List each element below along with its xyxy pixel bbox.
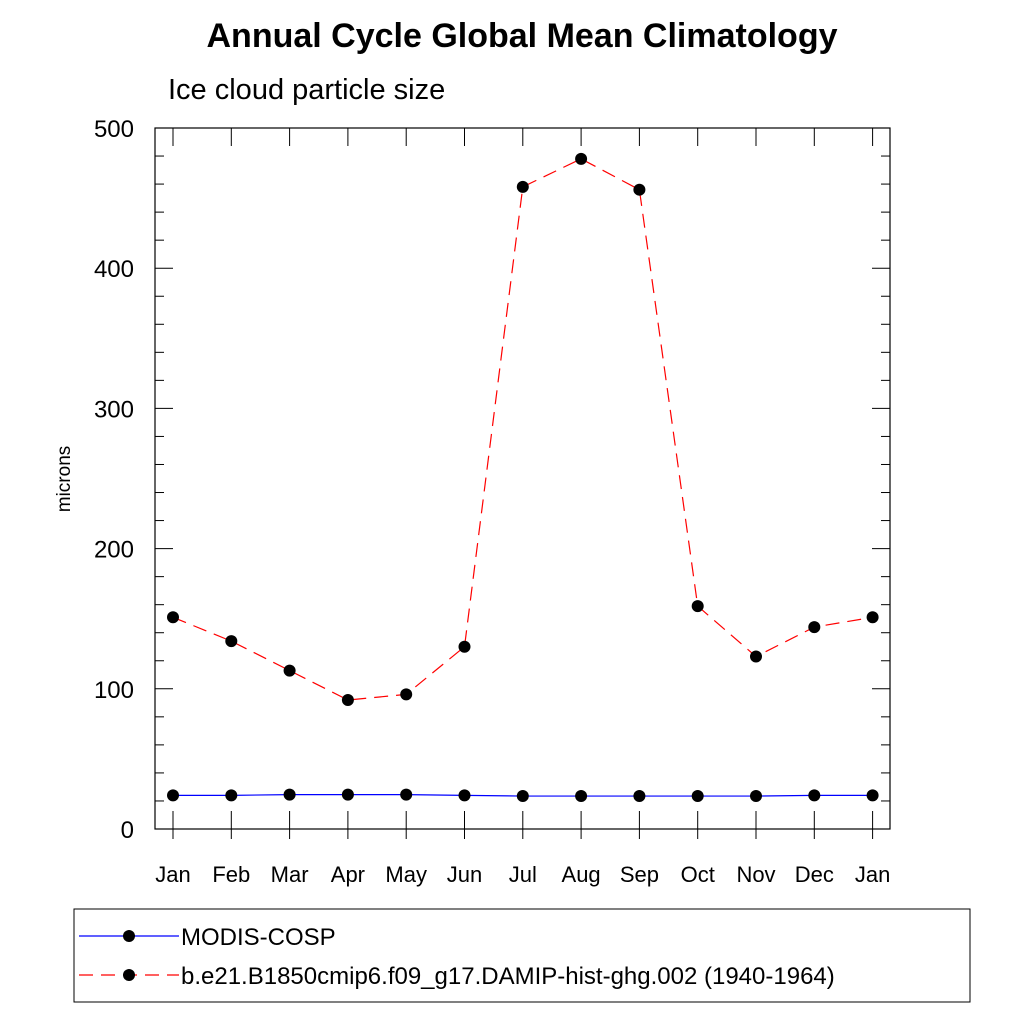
y-tick-label: 100 — [94, 677, 134, 704]
y-axis-ticks: 0 100 200 300 400 500 — [94, 116, 890, 844]
chart-subtitle: Ice cloud particle size — [168, 74, 445, 106]
data-point — [575, 790, 588, 803]
data-point — [341, 788, 354, 801]
x-axis-ticks: Jan Feb Mar Apr May Jun Jul Aug Sep Oct Nov Dec Jan — [155, 128, 890, 887]
legend-box — [73, 908, 971, 1003]
chart-title: Annual Cycle Global Mean Climatology — [207, 17, 838, 55]
legend-marker — [123, 930, 135, 942]
y-axis-label: microns — [54, 446, 75, 513]
data-point — [341, 694, 354, 707]
data-point — [808, 621, 821, 634]
x-tick-label: Nov — [736, 862, 775, 887]
legend-label: b.e21.B1850cmip6.f09_g17.DAMIP-hist-ghg.… — [181, 963, 835, 990]
data-point — [458, 789, 471, 802]
data-point — [225, 635, 238, 648]
y-tick-label: 0 — [121, 817, 134, 844]
data-point — [750, 650, 762, 663]
data-point — [691, 790, 704, 803]
legend-marker — [123, 969, 135, 981]
data-point — [516, 790, 529, 803]
legend: MODIS-COSP b.e21.B1850cmip6.f09_g17.DAMIP… — [73, 908, 971, 1003]
x-tick-label: Dec — [795, 862, 834, 887]
plot-frame — [154, 127, 891, 830]
data-point — [516, 180, 529, 193]
data-point — [458, 640, 471, 653]
x-tick-label: Jun — [447, 862, 482, 887]
x-tick-label: Aug — [562, 862, 601, 887]
data-point — [633, 183, 646, 196]
data-point — [400, 688, 413, 701]
data-point — [283, 788, 296, 801]
x-tick-label: Jan — [855, 862, 890, 887]
x-tick-label: Jan — [155, 862, 190, 887]
data-point — [691, 600, 704, 613]
y-tick-label: 400 — [94, 256, 134, 283]
data-point — [225, 789, 238, 802]
data-point — [167, 789, 179, 802]
legend-label: MODIS-COSP — [181, 924, 336, 951]
series-layer — [167, 152, 879, 803]
x-tick-label: Mar — [271, 862, 309, 887]
x-tick-label: Feb — [212, 862, 250, 887]
y-tick-label: 500 — [94, 116, 134, 143]
x-tick-label: Apr — [331, 862, 365, 887]
y-tick-label: 200 — [94, 537, 134, 564]
data-point — [633, 790, 646, 803]
x-tick-label: May — [385, 862, 427, 887]
x-tick-label: Sep — [620, 862, 659, 887]
data-point — [866, 789, 879, 802]
series-line-1 — [172, 158, 873, 701]
data-point — [400, 788, 413, 801]
data-point — [283, 664, 296, 677]
data-point — [750, 790, 762, 803]
data-point — [575, 152, 588, 165]
data-point — [808, 789, 821, 802]
x-tick-label: Jul — [509, 862, 537, 887]
x-tick-label: Oct — [681, 862, 715, 887]
data-point — [866, 611, 879, 624]
data-point — [167, 611, 179, 624]
y-tick-label: 300 — [94, 396, 134, 423]
